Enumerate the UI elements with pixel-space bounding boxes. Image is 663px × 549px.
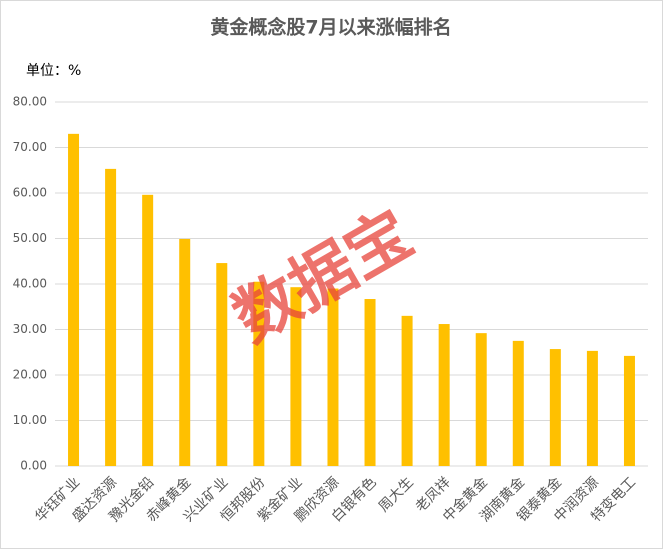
- bar: [512, 340, 524, 466]
- y-tick-label: 50.00: [13, 231, 47, 245]
- bar: [253, 281, 265, 466]
- bar: [623, 355, 635, 466]
- y-tick-label: 20.00: [13, 368, 47, 382]
- y-tick-label: 0.00: [20, 459, 47, 473]
- unit-label: 单位：%: [26, 63, 81, 79]
- bar: [475, 333, 487, 466]
- y-tick-label: 70.00: [13, 140, 47, 154]
- bar: [179, 238, 191, 466]
- y-tick-label: 60.00: [13, 186, 47, 200]
- bar: [105, 168, 117, 466]
- chart-title: 黄金概念股7月以来涨幅排名: [210, 16, 451, 39]
- y-tick-label: 30.00: [13, 322, 47, 336]
- bar: [549, 349, 561, 466]
- y-tick-label: 10.00: [13, 413, 47, 427]
- bar: [327, 288, 339, 466]
- bar: [142, 194, 154, 466]
- y-tick-label: 40.00: [13, 277, 47, 291]
- bar: [290, 287, 302, 466]
- bar: [216, 263, 228, 466]
- bar: [401, 315, 413, 466]
- bar: [364, 299, 376, 466]
- bar: [586, 350, 598, 466]
- bar: [438, 324, 450, 466]
- y-tick-label: 80.00: [13, 95, 47, 109]
- bar: [68, 133, 80, 466]
